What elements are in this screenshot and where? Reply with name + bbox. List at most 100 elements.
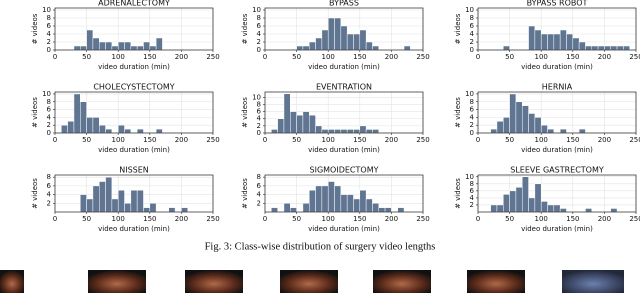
bar xyxy=(98,41,106,51)
bar xyxy=(384,207,392,213)
x-tick-label: 200 xyxy=(598,53,611,61)
bar xyxy=(503,194,510,213)
plot-frame xyxy=(54,91,214,134)
bar xyxy=(604,45,611,51)
y-tick-label: 6 xyxy=(470,106,475,114)
bar xyxy=(283,203,291,213)
plot-frame xyxy=(264,174,424,213)
x-tick-label: 0 xyxy=(476,215,480,223)
bar xyxy=(540,33,548,51)
bar xyxy=(346,33,354,51)
plot-frame xyxy=(264,7,424,51)
bar xyxy=(86,29,94,51)
x-tick-label: 50 xyxy=(82,53,91,61)
bar xyxy=(365,41,373,51)
histogram: ADRENALECTOMY video duration (min) # video… xyxy=(31,0,220,71)
bar xyxy=(610,208,618,213)
x-axis-label: video duration (min) xyxy=(521,225,593,233)
bar xyxy=(327,17,335,51)
x-tick-label: 200 xyxy=(175,136,188,144)
bar xyxy=(181,207,188,213)
bar xyxy=(80,101,87,134)
bar xyxy=(496,204,504,213)
bar xyxy=(124,203,132,213)
bar xyxy=(149,203,157,213)
bar xyxy=(403,45,411,51)
y-axis-label: # videos xyxy=(241,178,249,209)
y-tick-label: 4 xyxy=(470,113,475,121)
plot-frame xyxy=(54,174,214,213)
y-tick-label: 8 xyxy=(257,100,261,108)
bar xyxy=(591,45,599,51)
x-tick-label: 50 xyxy=(82,136,91,144)
x-tick-label: 50 xyxy=(82,215,91,223)
chart-title: NISSEN xyxy=(119,166,149,175)
x-axis-label: video duration (min) xyxy=(521,146,593,154)
y-tick-label: 8 xyxy=(470,180,474,188)
y-tick-label: 2 xyxy=(47,38,51,46)
bar xyxy=(353,198,361,213)
bar xyxy=(534,183,542,213)
y-tick-label: 2 xyxy=(47,121,51,129)
y-axis-label: # videos xyxy=(454,178,462,209)
bar xyxy=(136,45,144,51)
bar xyxy=(117,124,125,134)
x-tick-label: 50 xyxy=(505,136,514,144)
x-axis-label: video duration (min) xyxy=(98,63,170,71)
plot-frame xyxy=(477,91,637,134)
plot-frame xyxy=(477,7,637,51)
bar xyxy=(290,207,297,213)
bar xyxy=(547,128,555,134)
bar xyxy=(353,33,361,51)
bar xyxy=(553,33,561,51)
bar xyxy=(92,117,100,134)
histogram: CHOLECYSTECTOMY video duration (min) # vid… xyxy=(31,83,220,155)
x-tick-label: 200 xyxy=(385,215,398,223)
x-tick-label: 250 xyxy=(206,53,219,61)
x-tick-label: 200 xyxy=(175,215,188,223)
bar xyxy=(130,189,138,213)
bar xyxy=(515,187,523,213)
y-axis-label: # videos xyxy=(454,13,462,44)
x-tick-label: 100 xyxy=(535,136,548,144)
bar xyxy=(528,197,536,213)
plot-frame xyxy=(264,91,424,134)
x-tick-label: 150 xyxy=(566,53,579,61)
bar xyxy=(155,128,163,134)
x-tick-label: 150 xyxy=(353,53,366,61)
bar xyxy=(321,29,329,51)
bar xyxy=(302,111,310,134)
y-tick-label: 10 xyxy=(42,6,51,14)
y-tick-label: 8 xyxy=(470,98,474,106)
bar xyxy=(143,207,151,213)
bar xyxy=(136,128,144,134)
y-tick-label: 2 xyxy=(257,199,261,207)
x-tick-label: 150 xyxy=(353,215,366,223)
bar xyxy=(105,176,113,213)
x-tick-label: 250 xyxy=(629,136,640,144)
x-tick-label: 200 xyxy=(598,136,611,144)
bar xyxy=(528,113,536,134)
bar xyxy=(296,114,304,134)
x-axis-label: video duration (min) xyxy=(308,146,380,154)
y-tick-label: 0 xyxy=(470,129,474,137)
y-tick-label: 4 xyxy=(470,30,475,38)
bar xyxy=(67,121,75,134)
y-tick-label: 10 xyxy=(465,90,474,98)
bar xyxy=(509,93,517,134)
plot-frame xyxy=(54,7,214,51)
chart-title: BYPASS ROBOT xyxy=(527,0,588,8)
bar xyxy=(585,208,593,213)
y-tick-label: 8 xyxy=(470,14,474,22)
y-tick-label: 4 xyxy=(47,113,52,121)
y-tick-label: 6 xyxy=(47,182,52,190)
bar xyxy=(168,207,176,213)
y-tick-label: 4 xyxy=(257,191,262,199)
chart-title: SLEEVE GASTRECTOMY xyxy=(510,166,604,175)
bar xyxy=(365,198,373,213)
x-tick-label: 0 xyxy=(476,53,480,61)
bar xyxy=(80,45,87,51)
